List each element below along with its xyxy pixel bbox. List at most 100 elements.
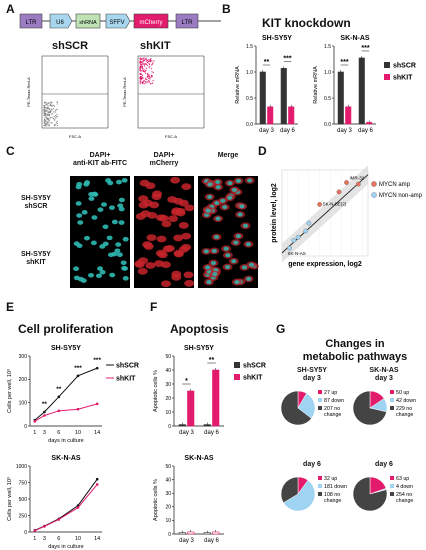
data-point bbox=[33, 529, 37, 532]
data-point bbox=[57, 395, 61, 399]
construct-ltr-left bbox=[19, 13, 43, 29]
data-point bbox=[306, 220, 312, 226]
flow-event-dot bbox=[49, 103, 52, 105]
nucleus bbox=[214, 201, 220, 206]
flow-event-dot bbox=[45, 104, 47, 106]
x-axis-label: days in culture bbox=[48, 438, 83, 444]
flow-event-dot bbox=[147, 61, 149, 64]
flow-event-dot bbox=[53, 124, 56, 126]
flow-event-dot bbox=[43, 112, 45, 114]
bar bbox=[366, 122, 373, 125]
flow-event-dot bbox=[54, 111, 56, 113]
flow-event-dot bbox=[44, 124, 46, 126]
flow-event-dot bbox=[43, 118, 46, 120]
column-header: Merge bbox=[218, 152, 239, 159]
nucleus bbox=[99, 269, 106, 275]
flow-event-dot bbox=[142, 61, 144, 63]
y-axis-label: Apoptotic cells % bbox=[153, 370, 159, 412]
nucleus bbox=[97, 207, 104, 212]
nucleus bbox=[76, 243, 83, 249]
flow-event-dot bbox=[48, 113, 51, 115]
panel-f-title: Apoptosis bbox=[170, 322, 229, 336]
x-tick-label: 14 bbox=[94, 430, 100, 436]
y-tick-label: 1.5 bbox=[324, 44, 331, 50]
y-tick-label: 1000 bbox=[16, 464, 27, 470]
flow-event-dot bbox=[56, 103, 58, 105]
significance-label: *** bbox=[74, 365, 82, 372]
flow-event-dot bbox=[145, 69, 147, 71]
cell-body bbox=[146, 234, 157, 242]
flow-event-dot bbox=[47, 124, 49, 126]
flow-event-dot bbox=[151, 64, 153, 66]
x-tick-label: 3 bbox=[43, 430, 46, 436]
legend-swatch bbox=[234, 362, 240, 368]
flow-event-dot bbox=[54, 109, 57, 111]
construct-sffv bbox=[105, 13, 131, 29]
flow-event-dot bbox=[140, 65, 142, 67]
legend-swatch bbox=[384, 74, 390, 80]
x-tick-label: day 6 bbox=[280, 128, 295, 134]
flow-event-dot bbox=[145, 82, 147, 84]
y-tick-label: 100 bbox=[19, 400, 28, 406]
nucleus bbox=[207, 194, 213, 199]
flow-event-dot bbox=[47, 107, 49, 109]
cell-body bbox=[147, 211, 158, 219]
panel-letter-c: C bbox=[6, 144, 15, 158]
legend-label: MYCN amp bbox=[379, 182, 411, 188]
flow-event-dot bbox=[151, 63, 154, 65]
legend-swatch bbox=[390, 476, 394, 480]
bar bbox=[259, 71, 266, 125]
construct-label: U6 bbox=[56, 20, 64, 26]
flow-event-dot bbox=[146, 81, 148, 83]
pie-slice bbox=[352, 476, 388, 512]
y-tick-label: 1.0 bbox=[324, 70, 331, 76]
flow-event-dot bbox=[48, 101, 51, 104]
flow-event-dot bbox=[151, 60, 153, 62]
cell-body bbox=[152, 190, 163, 198]
flow-event-dot bbox=[144, 78, 147, 80]
legend-swatch bbox=[318, 492, 322, 496]
data-point bbox=[76, 374, 80, 378]
y-tick-label: 200 bbox=[19, 377, 28, 383]
flow-event-dot bbox=[148, 79, 150, 82]
row-label: SH-SY5Y shSCR bbox=[21, 195, 51, 210]
flow-event-dot bbox=[45, 119, 47, 121]
flow-event-dot bbox=[151, 71, 153, 73]
nucleus bbox=[206, 280, 212, 285]
flow-event-dot bbox=[152, 62, 154, 64]
bar bbox=[203, 424, 211, 427]
microscopy-grid: DAPI+ anti-KIT ab-FITC DAPI+ mCherry Merge SH… bbox=[21, 152, 259, 288]
flow-event-dot bbox=[139, 60, 141, 62]
x-tick-label: 1 bbox=[33, 536, 36, 542]
y-tick-label: 500 bbox=[19, 497, 28, 503]
flow-event-dot bbox=[43, 114, 45, 117]
panel-letter-g: G bbox=[276, 322, 286, 336]
flow-event-dot bbox=[53, 116, 55, 118]
cell-body bbox=[173, 249, 184, 257]
nucleus bbox=[224, 264, 231, 269]
cell-body bbox=[161, 220, 172, 228]
flow-event-dot bbox=[55, 115, 57, 117]
legend-label: 50 up bbox=[396, 390, 409, 396]
regression-line bbox=[281, 174, 369, 254]
flow-event-dot bbox=[56, 122, 58, 125]
nucleus bbox=[233, 240, 239, 245]
nucleus bbox=[207, 182, 213, 187]
flow-event-dot bbox=[149, 75, 151, 78]
y-tick-label: 30 bbox=[165, 382, 171, 388]
bar bbox=[187, 531, 195, 535]
x-axis-label: gene expression, log2 bbox=[288, 261, 362, 268]
nucleus bbox=[115, 179, 122, 185]
chart-title: SK-N-AS bbox=[340, 35, 369, 42]
construct-label: LTR bbox=[182, 20, 194, 26]
flow-event-dot bbox=[139, 65, 142, 68]
nucleus bbox=[245, 242, 252, 247]
flow-event-dot bbox=[48, 108, 51, 110]
nucleus bbox=[227, 195, 233, 200]
flow-event-dot bbox=[43, 105, 45, 107]
nucleus bbox=[248, 262, 254, 267]
y-tick-label: 0 bbox=[24, 530, 27, 536]
flow-event-dot bbox=[145, 81, 147, 83]
legend-label: 108 no bbox=[324, 492, 340, 498]
legend-label: 4 down bbox=[396, 484, 413, 490]
